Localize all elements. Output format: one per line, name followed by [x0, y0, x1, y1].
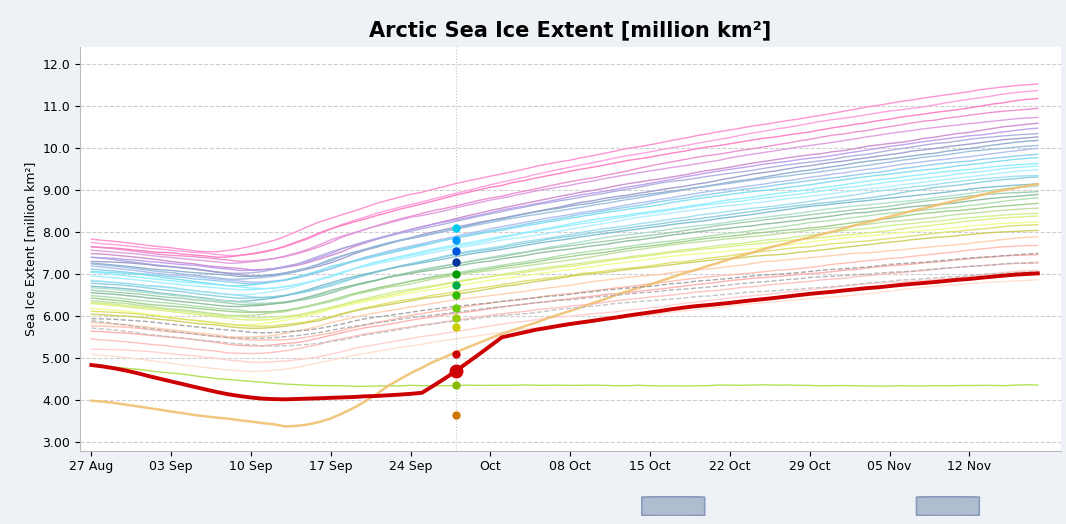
- Y-axis label: Sea Ice Extent [million km²]: Sea Ice Extent [million km²]: [23, 162, 36, 336]
- FancyBboxPatch shape: [642, 497, 705, 516]
- FancyBboxPatch shape: [917, 497, 980, 516]
- Title: Arctic Sea Ice Extent [million km²]: Arctic Sea Ice Extent [million km²]: [369, 20, 772, 40]
